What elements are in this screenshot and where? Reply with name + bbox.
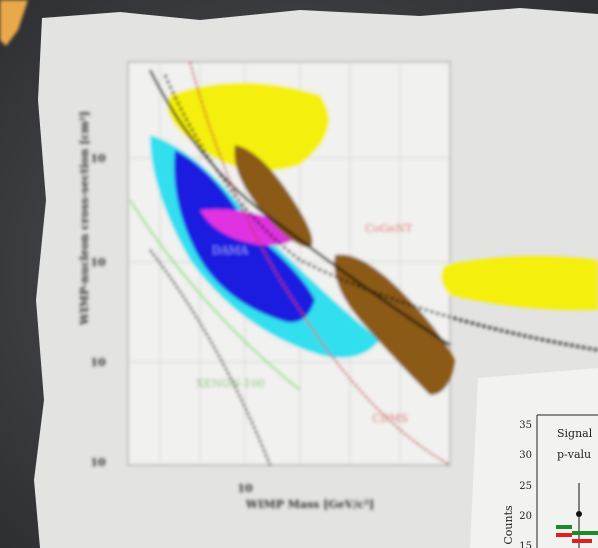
region — [200, 209, 300, 246]
region-label: XENON-100 — [196, 377, 265, 390]
inset-plot: 35 30 25 20 15 Counts Signal p-valu — [470, 368, 598, 548]
region — [234, 145, 313, 248]
exclusion-plot: WIMP-nucleon cross-section [cm²] WIMP Ma… — [78, 61, 598, 511]
limit-curve — [148, 69, 451, 347]
region — [441, 256, 598, 311]
histogram-step — [556, 525, 572, 529]
corner-decoration — [0, 0, 28, 46]
y-tick-label: 10 — [90, 356, 106, 369]
y-tick-label: 10 — [90, 256, 106, 269]
x-tick-label: 10 — [237, 482, 253, 495]
region-label: CDMS — [372, 412, 408, 425]
limit-curve — [163, 74, 598, 352]
histogram-step — [572, 539, 592, 543]
region — [167, 82, 329, 172]
y-tick-label: 10 — [90, 152, 106, 165]
histogram-step — [556, 533, 572, 537]
y-tick-label: 15 — [519, 541, 532, 548]
region-label: DAMA — [212, 244, 249, 257]
legend-entry: p-valu — [557, 448, 591, 461]
y-axis-title: Counts — [502, 505, 515, 545]
y-axis-title: WIMP-nucleon cross-section [cm²] — [78, 111, 91, 326]
legend-entry: Signal — [557, 427, 593, 440]
y-tick-label: 20 — [519, 511, 532, 522]
histogram-step — [572, 531, 598, 535]
y-tick-label: 25 — [519, 481, 532, 492]
x-axis-title: WIMP Mass [GeV/c²] — [245, 498, 374, 511]
region-label: CoGeNT — [365, 222, 413, 235]
y-tick-label: 30 — [519, 450, 532, 461]
limit-curve — [189, 61, 451, 466]
data-point — [576, 511, 582, 517]
y-tick-label: 35 — [519, 420, 532, 431]
inset-paper — [470, 368, 598, 548]
y-tick-label: 10 — [90, 456, 106, 469]
limit-curve — [129, 199, 301, 391]
